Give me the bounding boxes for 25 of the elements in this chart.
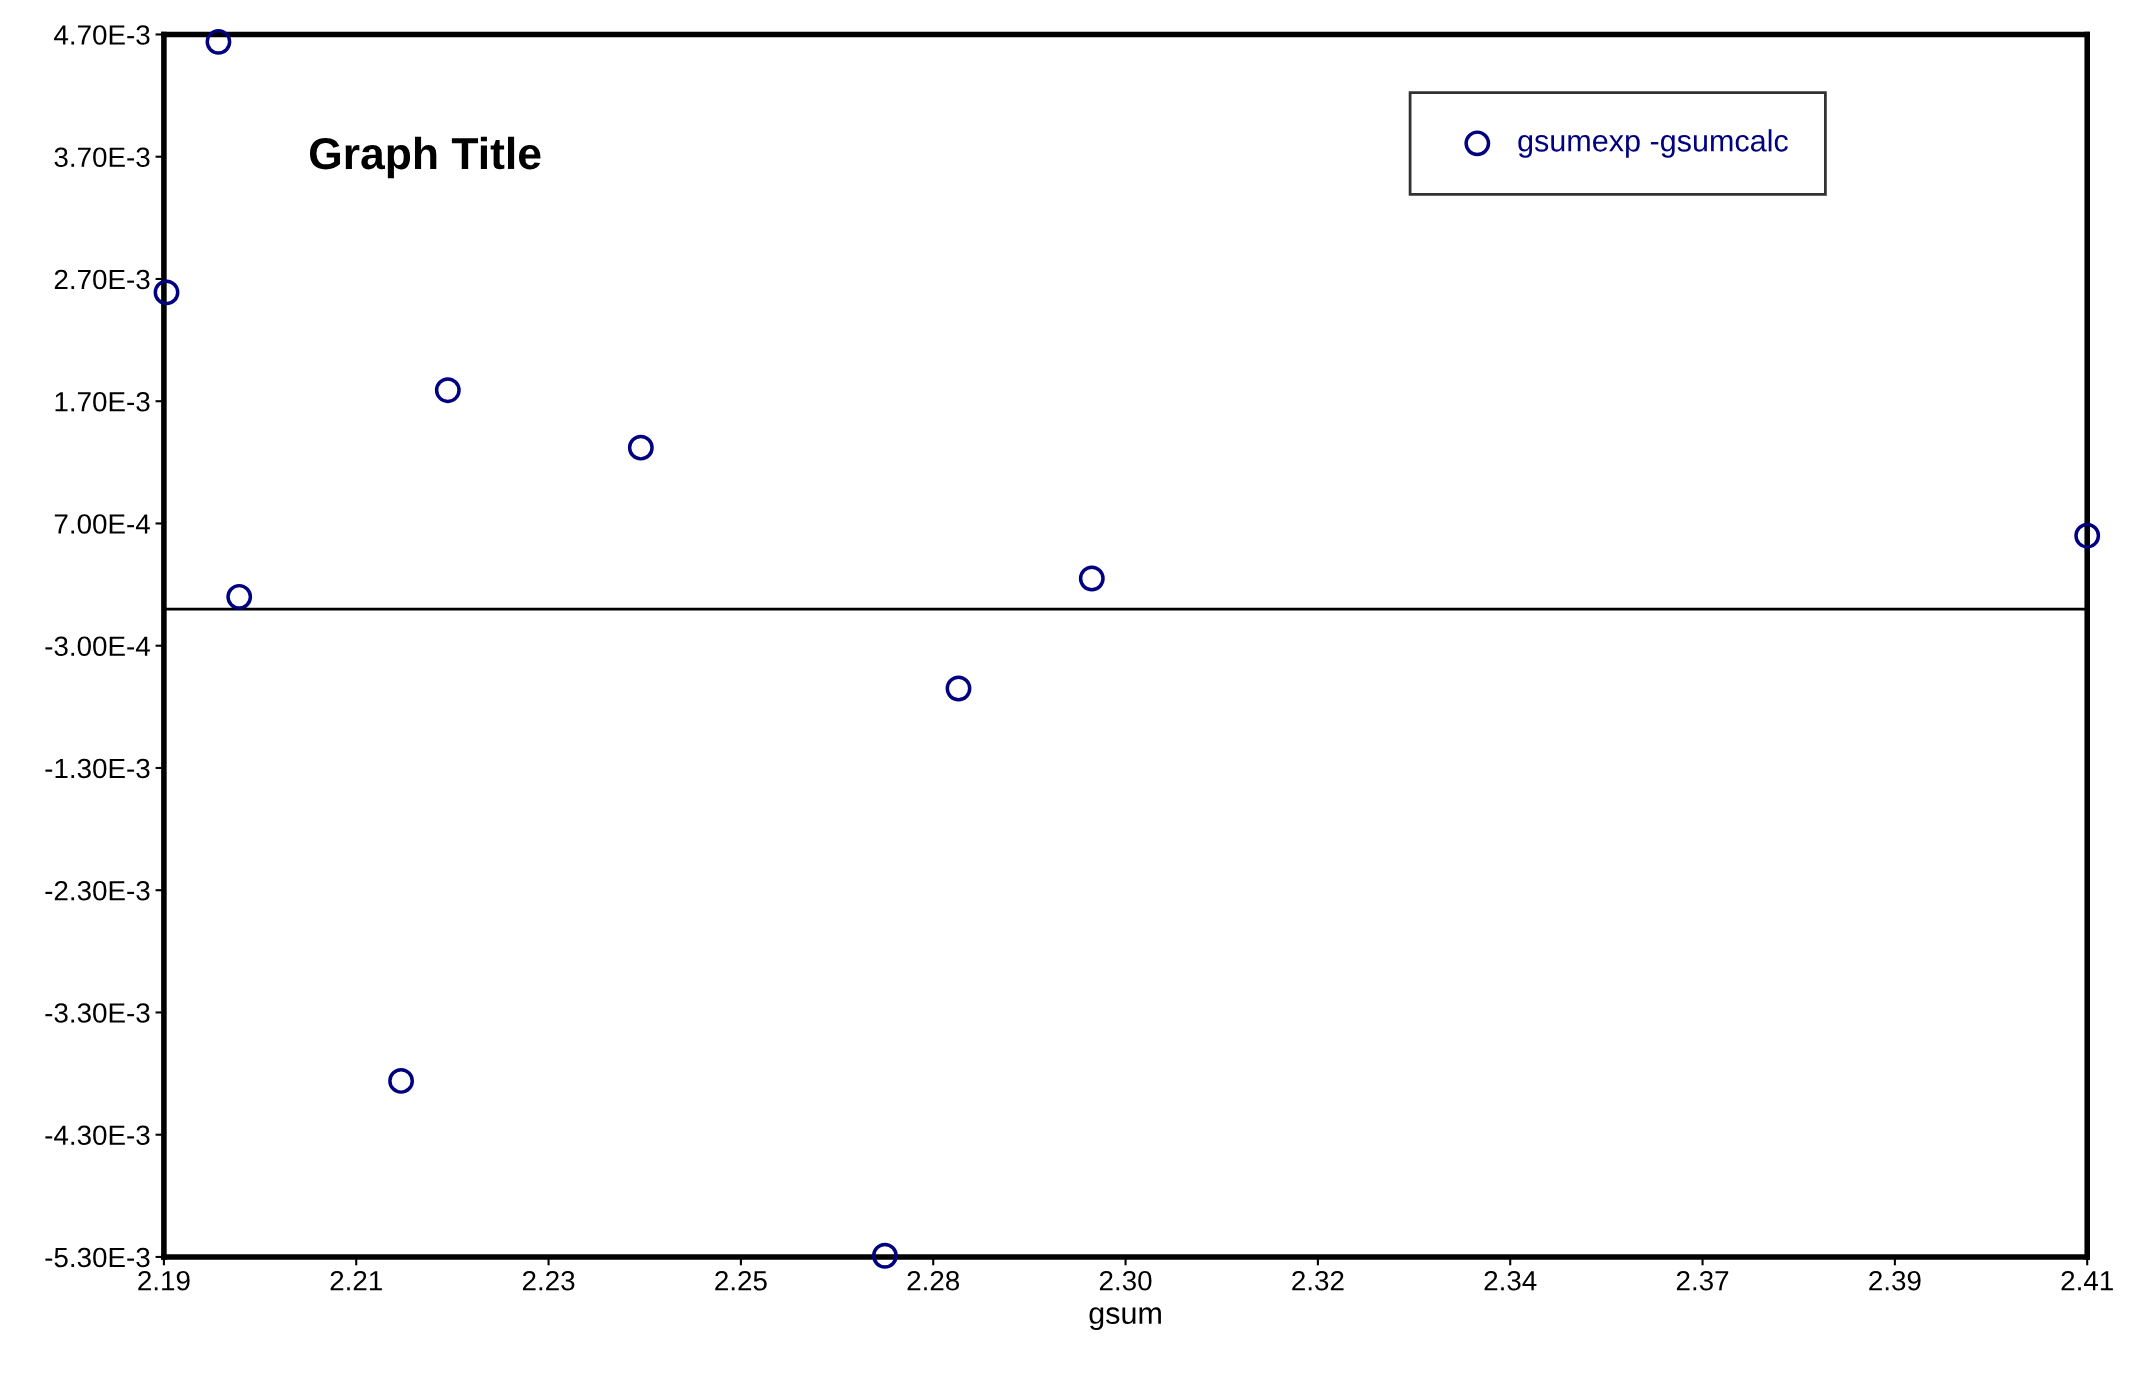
y-tick-label: 1.70E-3 [55,391,150,412]
y-tick-label: 4.70E-3 [54,25,150,45]
y-tick-label: 2.70E-3 [54,269,150,290]
x-tick-label: 2.30 [1099,1270,1152,1291]
y-tick-label: -3.30E-3 [45,1003,150,1023]
x-tick-label: 2.32 [1292,1270,1344,1291]
y-tick-label: 3.70E-3 [54,147,150,168]
x-tick-label: 2.28 [907,1270,960,1291]
y-tick-label: -5.30E-3 [45,1247,150,1268]
x-tick-label: 2.21 [330,1270,382,1291]
y-tick-label: -2.30E-3 [45,880,150,901]
legend-label: gsumexp -gsumcalc [1518,129,1788,158]
x-tick-label: 2.34 [1484,1270,1537,1291]
x-tick-label: 2.41 [2061,1270,2113,1291]
y-tick-label: -3.00E-4 [45,636,150,657]
y-tick-label: -4.30E-3 [45,1125,150,1146]
x-tick-label: 2.39 [1869,1270,1921,1291]
x-tick-label: 2.37 [1676,1270,1729,1291]
x-tick-label: 2.23 [522,1270,575,1291]
x-axis-title: gsum [1089,1307,1161,1331]
y-tick-label: 7.00E-4 [54,514,150,534]
x-tick-label: 2.25 [715,1270,767,1291]
x-tick-label: 2.19 [138,1270,190,1291]
text: Graph Title [309,136,541,179]
y-tick-label: -1.30E-3 [45,758,150,779]
